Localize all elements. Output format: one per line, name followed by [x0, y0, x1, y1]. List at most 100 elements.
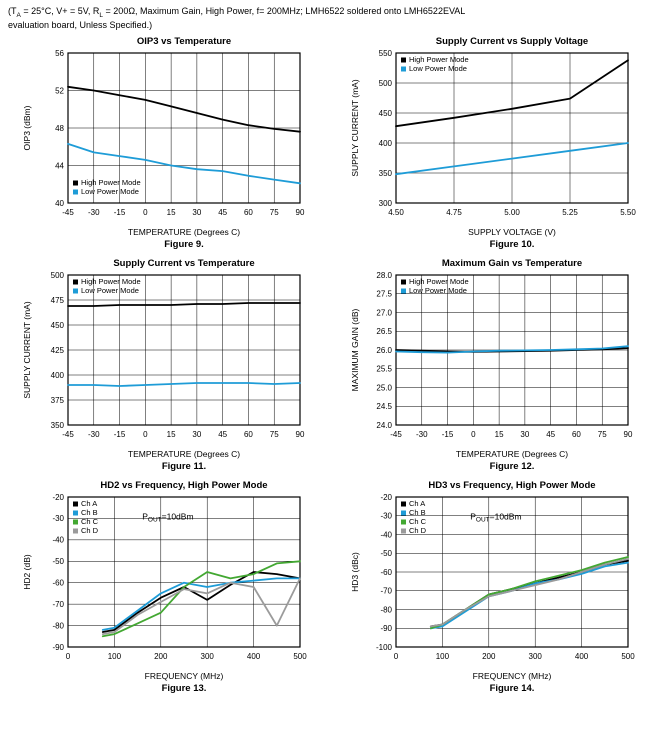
svg-text:OIP3 (dBm): OIP3 (dBm)	[22, 105, 32, 150]
svg-text:Ch D: Ch D	[409, 526, 427, 535]
svg-text:500: 500	[621, 652, 635, 661]
svg-text:HD2 (dB): HD2 (dB)	[22, 554, 32, 590]
svg-text:450: 450	[51, 321, 65, 330]
chart-title: Maximum Gain vs Temperature	[441, 257, 583, 269]
svg-text:POUT=10dBm: POUT=10dBm	[142, 511, 193, 523]
svg-text:52: 52	[55, 86, 64, 95]
figure-caption: Figure 12.	[489, 460, 535, 472]
svg-text:0: 0	[143, 208, 148, 217]
svg-text:Low Power Mode: Low Power Mode	[81, 286, 139, 295]
svg-text:0: 0	[66, 652, 71, 661]
svg-text:400: 400	[247, 652, 261, 661]
svg-text:Low Power Mode: Low Power Mode	[81, 187, 139, 196]
svg-text:4.75: 4.75	[446, 208, 462, 217]
svg-text:60: 60	[244, 430, 253, 439]
svg-text:-20: -20	[380, 493, 392, 502]
svg-text:-80: -80	[52, 621, 64, 630]
svg-text:-30: -30	[52, 514, 64, 523]
svg-text:0: 0	[143, 430, 148, 439]
chart-title: HD3 vs Frequency, High Power Mode	[428, 479, 596, 491]
svg-text:25.0: 25.0	[376, 383, 392, 392]
svg-text:90: 90	[296, 430, 305, 439]
figure-11-block: Supply Current vs Temperature -45 -30 -15 0…	[18, 258, 330, 472]
svg-text:56: 56	[55, 49, 64, 58]
conditions-line-2: evaluation board, Unless Specified.)	[8, 20, 153, 31]
svg-text:27.5: 27.5	[376, 289, 392, 298]
svg-text:Ch A: Ch A	[409, 499, 425, 508]
svg-text:25.5: 25.5	[376, 364, 392, 373]
svg-text:Ch C: Ch C	[409, 517, 427, 526]
svg-text:High Power Mode: High Power Mode	[81, 277, 141, 286]
svg-text:48: 48	[55, 124, 64, 133]
svg-text:300: 300	[201, 652, 215, 661]
svg-text:26.0: 26.0	[376, 346, 392, 355]
svg-text:100: 100	[108, 652, 122, 661]
x-axis-label: TEMPERATURE (Degrees C)	[127, 448, 241, 459]
svg-text:450: 450	[379, 109, 393, 118]
chart-title: Supply Current vs Temperature	[113, 257, 255, 269]
svg-text:-30: -30	[88, 208, 100, 217]
svg-text:-30: -30	[88, 430, 100, 439]
figure-caption: Figure 11.	[161, 460, 207, 472]
svg-text:-90: -90	[380, 624, 392, 633]
svg-text:-50: -50	[52, 557, 64, 566]
svg-text:500: 500	[293, 652, 307, 661]
svg-text:SUPPLY CURRENT (mA): SUPPLY CURRENT (mA)	[350, 79, 360, 176]
svg-text:0: 0	[471, 430, 476, 439]
svg-text:4.50: 4.50	[388, 208, 404, 217]
figure-10-block: Supply Current vs Supply Voltage 4.50 4.7…	[346, 36, 658, 250]
svg-text:-70: -70	[380, 586, 392, 595]
svg-text:30: 30	[192, 208, 201, 217]
svg-text:Low Power Mode: Low Power Mode	[409, 286, 467, 295]
svg-text:5.50: 5.50	[620, 208, 636, 217]
svg-text:475: 475	[51, 296, 65, 305]
svg-text:HD3 (dBc): HD3 (dBc)	[350, 552, 360, 592]
chart-title: HD2 vs Frequency, High Power Mode	[100, 479, 268, 491]
svg-text:75: 75	[598, 430, 607, 439]
svg-text:90: 90	[296, 208, 305, 217]
svg-text:300: 300	[529, 652, 543, 661]
svg-text:100: 100	[436, 652, 450, 661]
svg-text:550: 550	[379, 49, 393, 58]
svg-text:-90: -90	[52, 643, 64, 652]
svg-text:-45: -45	[390, 430, 402, 439]
svg-text:-15: -15	[114, 208, 126, 217]
svg-text:200: 200	[482, 652, 496, 661]
svg-text:400: 400	[379, 139, 393, 148]
x-axis-label: TEMPERATURE (Degrees C)	[127, 226, 241, 237]
svg-text:45: 45	[218, 430, 227, 439]
svg-text:5.25: 5.25	[562, 208, 578, 217]
svg-text:90: 90	[624, 430, 633, 439]
test-conditions: (TA = 25°C, V+ = 5V, RL = 200Ω, Maximum …	[8, 6, 654, 32]
svg-text:Low Power Mode: Low Power Mode	[409, 64, 467, 73]
svg-text:-30: -30	[416, 430, 428, 439]
svg-text:Ch B: Ch B	[81, 508, 98, 517]
figure-10-plot: 4.50 4.75 5.00 5.25 5.50 300 350 400 450 500 550 SU…	[350, 49, 636, 217]
svg-text:-70: -70	[52, 600, 64, 609]
charts-grid: OIP3 vs Temperature -45 -30 -15 0 15 30 45 60 75…	[18, 36, 666, 694]
x-axis-label: FREQUENCY (MHz)	[144, 670, 224, 681]
svg-text:15: 15	[495, 430, 504, 439]
svg-text:High Power Mode: High Power Mode	[409, 55, 469, 64]
svg-text:MAXIMUM GAIN (dB): MAXIMUM GAIN (dB)	[350, 308, 360, 391]
svg-text:500: 500	[51, 271, 65, 280]
svg-text:-80: -80	[380, 605, 392, 614]
svg-text:Ch C: Ch C	[81, 517, 99, 526]
svg-text:5.00: 5.00	[504, 208, 520, 217]
svg-text:-40: -40	[380, 530, 392, 539]
svg-text:28.0: 28.0	[376, 271, 392, 280]
svg-text:30: 30	[520, 430, 529, 439]
svg-text:350: 350	[51, 421, 65, 430]
svg-text:15: 15	[167, 208, 176, 217]
svg-text:-50: -50	[380, 549, 392, 558]
svg-text:Ch D: Ch D	[81, 526, 99, 535]
chart-title: OIP3 vs Temperature	[136, 35, 232, 47]
svg-text:300: 300	[379, 199, 393, 208]
svg-text:-60: -60	[52, 578, 64, 587]
svg-text:75: 75	[270, 430, 279, 439]
x-axis-label: TEMPERATURE (Degrees C)	[455, 448, 569, 459]
svg-text:30: 30	[192, 430, 201, 439]
svg-text:High Power Mode: High Power Mode	[409, 277, 469, 286]
figure-caption: Figure 13.	[161, 682, 207, 694]
figure-9-plot: -45 -30 -15 0 15 30 45 60 75 90 40 44 48 52 56 OIP3 (dB…	[22, 49, 305, 217]
